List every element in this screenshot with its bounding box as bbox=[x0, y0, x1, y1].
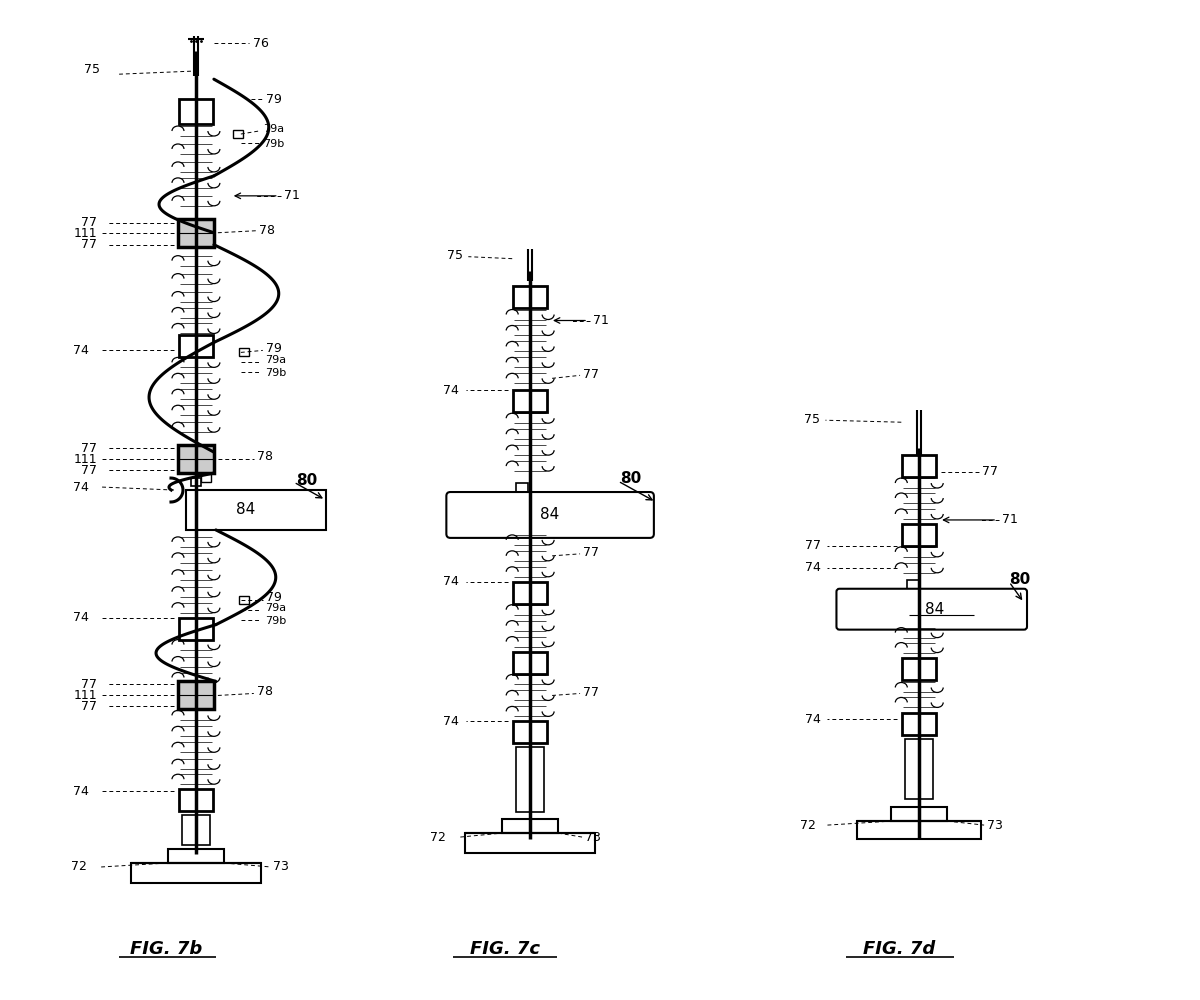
Text: 73: 73 bbox=[988, 819, 1003, 832]
Text: 80: 80 bbox=[1009, 572, 1031, 587]
Bar bbox=[179, 789, 212, 811]
Text: 78: 78 bbox=[259, 224, 275, 237]
Bar bbox=[902, 713, 936, 735]
Text: 77: 77 bbox=[82, 442, 97, 455]
Text: 77: 77 bbox=[583, 368, 599, 381]
Bar bbox=[239, 348, 248, 356]
Text: 84: 84 bbox=[236, 502, 256, 517]
Bar bbox=[179, 99, 212, 124]
Text: 78: 78 bbox=[257, 685, 272, 698]
Text: 77: 77 bbox=[583, 686, 599, 699]
Bar bbox=[902, 455, 936, 477]
Bar bbox=[514, 652, 547, 674]
Text: FIG. 7b: FIG. 7b bbox=[130, 940, 202, 958]
Bar bbox=[514, 721, 547, 743]
Bar bbox=[191, 478, 200, 486]
Text: 79a: 79a bbox=[265, 603, 286, 613]
Bar bbox=[514, 390, 547, 412]
Text: 71: 71 bbox=[283, 189, 300, 202]
Bar bbox=[858, 821, 982, 839]
Text: 79b: 79b bbox=[265, 368, 286, 378]
Bar bbox=[178, 219, 214, 247]
Text: 79b: 79b bbox=[263, 139, 284, 149]
Text: 77: 77 bbox=[583, 546, 599, 559]
Text: 79a: 79a bbox=[263, 124, 284, 134]
Text: 71: 71 bbox=[593, 314, 608, 327]
Bar bbox=[902, 658, 936, 680]
Bar bbox=[466, 833, 595, 853]
FancyBboxPatch shape bbox=[836, 589, 1027, 630]
Text: 77: 77 bbox=[82, 238, 97, 251]
Bar bbox=[200, 474, 211, 482]
Text: 77: 77 bbox=[982, 465, 998, 478]
Text: 78: 78 bbox=[257, 450, 272, 463]
Bar bbox=[131, 863, 260, 883]
Text: 79: 79 bbox=[265, 591, 282, 604]
Text: 74: 74 bbox=[804, 713, 821, 726]
Text: 84: 84 bbox=[540, 507, 559, 522]
Text: 75: 75 bbox=[804, 413, 820, 426]
Text: 74: 74 bbox=[443, 575, 460, 588]
Text: 73: 73 bbox=[586, 831, 601, 844]
Bar bbox=[514, 286, 547, 308]
Text: 77: 77 bbox=[82, 678, 97, 691]
Text: 76: 76 bbox=[253, 37, 269, 50]
Text: 79: 79 bbox=[265, 93, 282, 106]
Bar bbox=[503, 819, 558, 833]
Text: 74: 74 bbox=[73, 785, 89, 798]
Text: 111: 111 bbox=[73, 453, 97, 466]
Text: 74: 74 bbox=[804, 561, 821, 574]
Bar bbox=[514, 582, 547, 604]
Text: 79a: 79a bbox=[265, 355, 286, 365]
Text: 74: 74 bbox=[443, 715, 460, 728]
Text: 79: 79 bbox=[265, 342, 282, 355]
Bar bbox=[178, 681, 214, 709]
Text: 77: 77 bbox=[804, 539, 821, 552]
Text: FIG. 7d: FIG. 7d bbox=[863, 940, 936, 958]
Text: FIG. 7c: FIG. 7c bbox=[470, 940, 540, 958]
Bar bbox=[178, 445, 214, 473]
Text: 111: 111 bbox=[73, 689, 97, 702]
Text: 84: 84 bbox=[924, 602, 944, 617]
Text: 74: 74 bbox=[73, 481, 89, 494]
Bar bbox=[233, 130, 242, 138]
Text: 79b: 79b bbox=[265, 616, 286, 626]
Text: 72: 72 bbox=[71, 860, 88, 873]
Text: 75: 75 bbox=[84, 63, 100, 76]
Text: 77: 77 bbox=[82, 464, 97, 477]
Bar bbox=[516, 483, 528, 493]
Text: 72: 72 bbox=[799, 819, 816, 832]
Text: 80: 80 bbox=[620, 471, 641, 486]
Bar bbox=[516, 747, 544, 812]
Bar bbox=[182, 815, 210, 845]
Text: 74: 74 bbox=[73, 611, 89, 624]
Bar bbox=[902, 524, 936, 546]
Text: 74: 74 bbox=[443, 384, 460, 397]
Bar bbox=[179, 335, 212, 357]
Bar bbox=[168, 849, 224, 863]
Text: 77: 77 bbox=[82, 216, 97, 229]
Bar bbox=[186, 490, 325, 530]
Text: 75: 75 bbox=[448, 249, 463, 262]
Text: 71: 71 bbox=[1002, 513, 1018, 526]
Text: 73: 73 bbox=[272, 860, 289, 873]
Text: 111: 111 bbox=[73, 227, 97, 240]
Bar bbox=[907, 580, 919, 590]
Text: 74: 74 bbox=[73, 344, 89, 357]
Bar bbox=[905, 739, 934, 799]
Bar bbox=[179, 618, 212, 640]
Text: 72: 72 bbox=[431, 831, 446, 844]
Text: 80: 80 bbox=[295, 473, 317, 488]
Bar bbox=[239, 596, 248, 604]
Text: 77: 77 bbox=[82, 700, 97, 713]
Bar bbox=[892, 807, 947, 821]
FancyBboxPatch shape bbox=[446, 492, 654, 538]
